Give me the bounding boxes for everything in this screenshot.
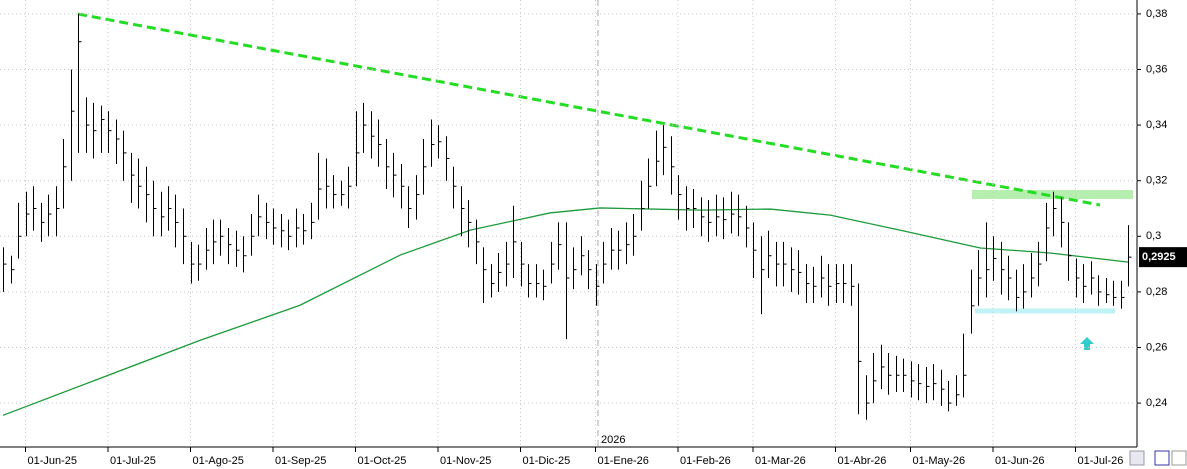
y-tick-label: 0,3	[1146, 230, 1161, 242]
x-tick-label: 01-Mar-26	[755, 455, 806, 467]
x-tick-label: 01-Abr-26	[838, 455, 887, 467]
scroll-button[interactable]	[1129, 450, 1145, 466]
y-tick-label: 0,36	[1146, 63, 1167, 75]
x-tick-label: 01-Jun-25	[28, 455, 78, 467]
x-tick-label: 01-May-26	[913, 455, 966, 467]
y-tick-label: 0,34	[1146, 119, 1167, 131]
year-label: 2026	[601, 434, 625, 446]
x-tick-label: 01-Jul-26	[1078, 455, 1124, 467]
x-tick-label: 01-Sep-25	[275, 455, 326, 467]
y-tick-label: 0,32	[1146, 175, 1167, 187]
menu-button[interactable]	[1171, 450, 1187, 466]
save-button[interactable]	[1154, 450, 1170, 466]
x-tick-label: 01-Ene-26	[598, 455, 649, 467]
x-tick-label: 01-Nov-25	[440, 455, 491, 467]
x-tick-label: 01-Jun-26	[995, 455, 1045, 467]
y-tick-label: 0,38	[1146, 8, 1167, 20]
price-tag-label: 0,2925	[1142, 251, 1176, 263]
x-tick-label: 01-Feb-26	[680, 455, 731, 467]
y-tick-label: 0,28	[1146, 286, 1167, 298]
x-tick-label: 01-Jul-25	[110, 455, 156, 467]
x-tick-label: 01-Oct-25	[358, 455, 407, 467]
moving-average	[2, 207, 1129, 416]
resistance-zone	[972, 190, 1133, 199]
price-tag	[1139, 247, 1187, 268]
x-tick-label: 01-Dic-25	[523, 455, 571, 467]
y-tick-label: 0,26	[1146, 341, 1167, 353]
up-arrow	[1080, 337, 1094, 350]
x-tick-label: 01-Ago-25	[193, 455, 244, 467]
trend-line	[77, 12, 1101, 207]
y-tick-label: 0,24	[1146, 397, 1167, 409]
